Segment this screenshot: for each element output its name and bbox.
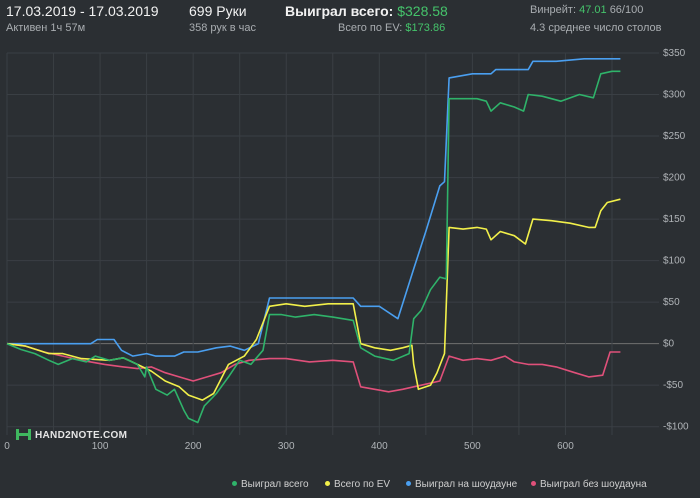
x-tick-label: 500 (464, 441, 481, 452)
y-tick-label: $300 (663, 90, 686, 101)
series-line-yellow (6, 198, 621, 401)
series-line-pink (6, 342, 621, 393)
series-line-blue (7, 58, 621, 357)
y-tick-label: $200 (663, 173, 686, 184)
legend-label: Выиграл без шоудауна (540, 479, 647, 490)
y-tick-label: $150 (663, 214, 686, 225)
y-axis-ticks: -$100 -$50 $0 $50 $100 $150 $200 $250 $300 $350 (663, 48, 689, 433)
legend-item-showdown[interactable]: Выиграл на шоудауне (406, 479, 517, 490)
winrate-value: 47.01 (579, 4, 607, 16)
x-tick-label: 300 (278, 441, 295, 452)
ev-total-label: Всего по EV: (338, 22, 403, 34)
y-tick-label: $350 (663, 48, 686, 59)
ev-total: Всего по EV: $173.86 (338, 22, 445, 34)
x-tick-label: 200 (185, 441, 202, 452)
x-tick-label: 100 (92, 441, 109, 452)
logo-text: HAND2NOTE.COM (35, 430, 128, 442)
legend-dot-blue (406, 480, 411, 486)
chart-legend: Выиграл всего Всего по EV Выиграл на шоу… (0, 479, 700, 495)
hands-per-hour: 358 рук в час (189, 22, 257, 34)
y-tick-label: $50 (663, 297, 680, 308)
stats-header: 17.03.2019 - 17.03.2019 Активен 1ч 57м 6… (0, 0, 700, 42)
y-tick-label: -$100 (663, 422, 689, 433)
winrate-label: Винрейт: (530, 4, 577, 16)
legend-label: Всего по EV (334, 479, 391, 490)
legend-dot-yellow (325, 480, 330, 486)
x-axis-ticks: 0 100 200 300 400 500 600 (4, 441, 574, 452)
hands-count: 699 Руки (189, 3, 247, 19)
legend-item-ev[interactable]: Всего по EV (325, 479, 390, 490)
date-range: 17.03.2019 - 17.03.2019 (6, 3, 159, 19)
won-total-label: Выиграл всего: (285, 3, 394, 19)
legend-label: Выиграл на шоудауне (415, 479, 518, 490)
active-time: Активен 1ч 57м (6, 22, 86, 34)
legend-item-non-showdown[interactable]: Выиграл без шоудауна (531, 479, 647, 490)
won-total-value: $328.58 (397, 3, 448, 19)
chart-grid (6, 52, 659, 435)
avg-tables: 4.3 среднее число столов (530, 22, 662, 34)
hand2note-logo: HAND2NOTE.COM (16, 429, 128, 442)
profit-graph: -$100 -$50 $0 $50 $100 $150 $200 $250 $300 $350 0… (4, 48, 689, 452)
legend-dot-pink (531, 480, 536, 486)
chart-series (6, 58, 621, 424)
won-total: Выиграл всего: $328.58 (285, 3, 448, 19)
hand2note-logo-icon (16, 429, 31, 440)
ev-total-value: $173.86 (405, 22, 446, 34)
y-tick-label: $100 (663, 256, 686, 267)
y-tick-label: $250 (663, 131, 686, 142)
x-tick-label: 400 (371, 441, 388, 452)
x-tick-label: 600 (557, 441, 574, 452)
legend-dot-green (232, 480, 237, 486)
legend-item-won-total[interactable]: Выиграл всего (232, 479, 309, 490)
series-line-green (6, 70, 621, 424)
y-tick-label: $0 (663, 339, 675, 350)
y-tick-label: -$50 (663, 380, 683, 391)
winrate: Винрейт: 47.01 66/100 (530, 4, 643, 16)
legend-label: Выиграл всего (241, 479, 309, 490)
winrate-extra: 66/100 (609, 4, 644, 16)
x-tick-label: 0 (4, 441, 10, 452)
